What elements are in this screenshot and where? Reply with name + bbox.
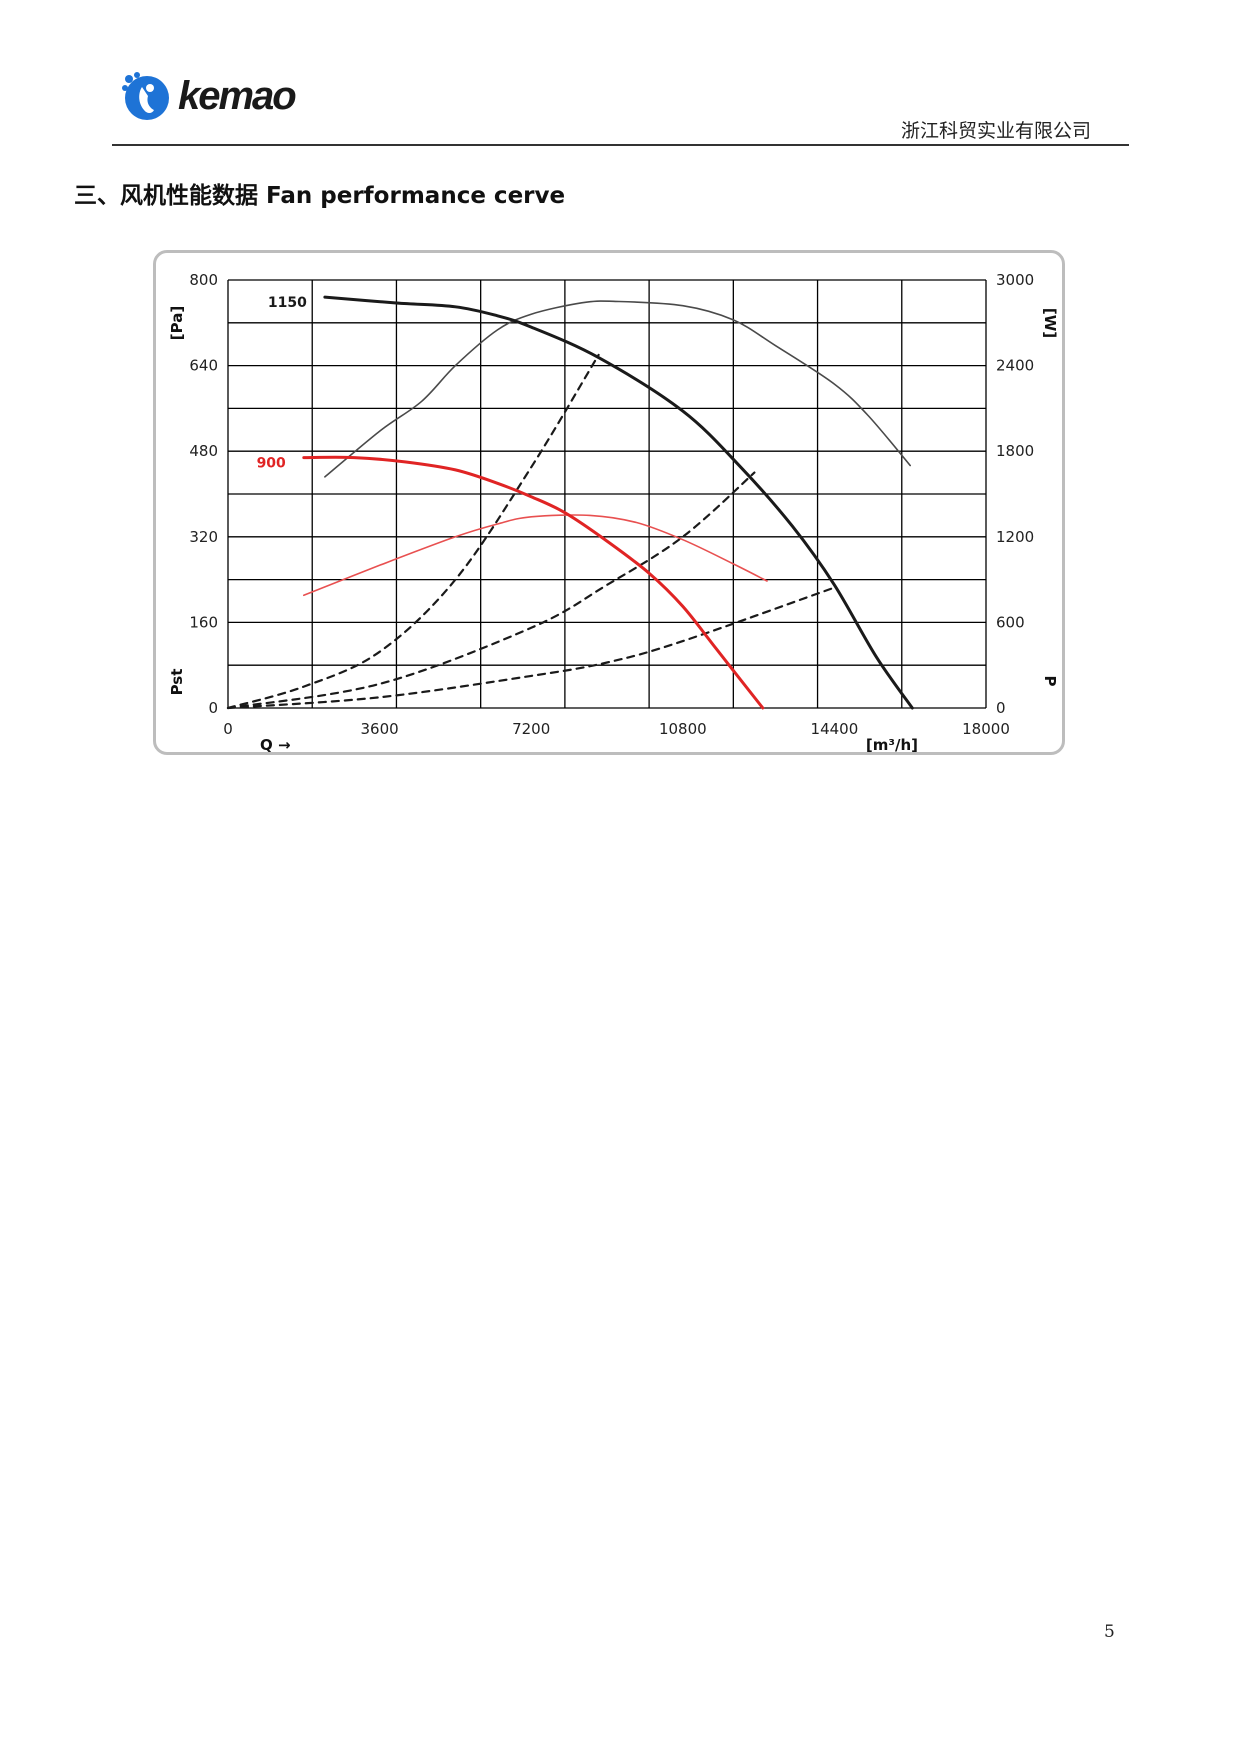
x-tick-label: 14400 xyxy=(811,720,859,738)
series-label: 1150 xyxy=(268,295,307,311)
fan-performance-chart: 0 3600 7200 10800 14400 18000 0 160 320 480 640 800… xyxy=(153,250,1065,755)
x-tick-label: 10800 xyxy=(659,720,707,738)
y-left-tick-label: 800 xyxy=(189,271,218,289)
y-left-tick-label: 640 xyxy=(189,357,218,375)
y-left-axis-label: Pst xyxy=(168,669,186,696)
y-left-tick-label: 160 xyxy=(189,613,218,631)
x-axis-label: Q → xyxy=(260,736,291,752)
y-left-tick-label: 0 xyxy=(208,699,218,717)
kemao-logo-icon xyxy=(122,72,169,120)
chart-canvas: 0 3600 7200 10800 14400 180000160320480640800… xyxy=(168,271,1059,752)
page-number: 5 xyxy=(1104,1622,1115,1642)
system-curve-series xyxy=(226,471,756,710)
x-axis-unit: [m³/h] xyxy=(866,736,918,752)
x-tick-label: 3600 xyxy=(361,720,399,738)
company-logo: kemao xyxy=(120,70,310,130)
pressure-curve-series xyxy=(323,295,914,710)
y-left-tick-label: 480 xyxy=(189,442,218,460)
y-right-tick-label: 600 xyxy=(996,613,1025,631)
company-name: 浙江科贸实业有限公司 xyxy=(900,120,1091,142)
header-divider xyxy=(112,144,1129,146)
system-curve-series xyxy=(226,353,600,710)
brand-wordmark: kemao xyxy=(178,74,297,118)
section-title: 三、风机性能数据 Fan performance cerve xyxy=(74,183,566,209)
series-label: 900 xyxy=(257,456,286,472)
x-tick-label: 7200 xyxy=(512,720,550,738)
y-right-tick-label: 1200 xyxy=(996,528,1034,546)
power-curve-series xyxy=(303,514,768,597)
system-curve-series xyxy=(226,586,836,710)
y-left-axis-unit: [Pa] xyxy=(168,306,186,340)
y-right-axis-unit: [W] xyxy=(1041,308,1059,338)
pressure-curve-series xyxy=(302,455,765,710)
y-right-axis-label: P xyxy=(1041,676,1059,687)
power-curve-series xyxy=(324,300,911,478)
y-right-tick-label: 2400 xyxy=(996,357,1034,375)
y-right-tick-label: 0 xyxy=(996,699,1006,717)
x-tick-label: 18000 xyxy=(962,720,1010,738)
y-left-tick-label: 320 xyxy=(189,528,218,546)
x-tick-label: 0 xyxy=(223,720,233,738)
y-right-tick-label: 1800 xyxy=(996,442,1034,460)
y-right-tick-label: 3000 xyxy=(996,271,1034,289)
